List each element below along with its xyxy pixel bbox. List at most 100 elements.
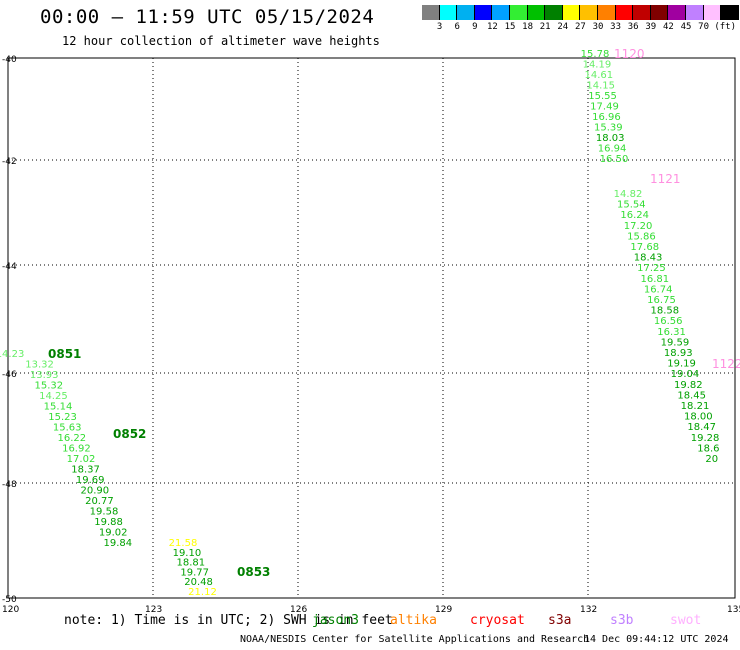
satellite-label: cryosat [470, 613, 525, 628]
wave-height-value: 18.81 [176, 558, 205, 569]
legend-swatch [492, 5, 510, 20]
page-subtitle: 12 hour collection of altimeter wave hei… [62, 34, 380, 48]
lon-label: 132 [580, 605, 597, 615]
legend-swatch [615, 5, 634, 20]
legend-label: 3 [436, 22, 443, 32]
satellite-label: s3b [610, 613, 634, 628]
wave-height-value: 20 [705, 454, 718, 465]
satellite-label: s3a [548, 613, 572, 628]
wave-height-value: 19.58 [90, 507, 119, 518]
wave-height-value: 16.50 [600, 154, 629, 165]
legend-label: 21 [539, 22, 551, 32]
legend-label: 15 [504, 22, 516, 32]
legend-label: (ft) [714, 22, 737, 32]
wave-height-value: 16.92 [62, 444, 91, 455]
wave-height-value: 16.24 [620, 210, 649, 221]
wave-height-value: 17.02 [67, 454, 96, 465]
wave-height-value: 14.19 [583, 60, 612, 71]
satellite-label: swot [670, 613, 702, 628]
map-frame [7, 57, 736, 599]
legend-label: 39 [645, 22, 657, 32]
wave-height-value: 20.90 [80, 486, 109, 497]
wave-height-value: 19.59 [661, 337, 690, 348]
wave-height-value: 18.00 [684, 412, 713, 423]
wave-height-value: 19.02 [99, 528, 128, 539]
legend-label: 42 [662, 22, 674, 32]
wave-height-value: 18.21 [681, 401, 710, 412]
lat-label: -50 [2, 595, 17, 605]
legend-label: 36 [627, 22, 639, 32]
wave-height-value: 20.48 [184, 577, 213, 588]
satellite-label: altika [390, 613, 437, 628]
wave-height-value: 21.12 [188, 587, 217, 598]
pass-time-label: 0853 [237, 565, 270, 579]
wave-height-value: 14.23 [0, 349, 24, 360]
pass-time-label: 0852 [113, 427, 146, 441]
color-legend-labels: 3 6 9 12 15 18 21 24 27 30 33 36 39 42 45 70 (ft) [422, 22, 740, 34]
wave-height-value: 16.96 [592, 112, 621, 123]
legend-swatch [633, 5, 651, 20]
wave-height-value: 20.77 [85, 496, 114, 507]
lat-label: -44 [2, 262, 17, 272]
legend-swatch [562, 5, 581, 20]
wave-height-value: 18.03 [596, 133, 625, 144]
legend-label: 27 [574, 22, 586, 32]
legend-swatch [703, 5, 722, 20]
wave-height-value: 16.56 [654, 316, 683, 327]
footer-credit: NOAA/NESDIS Center for Satellite Applica… [240, 634, 590, 645]
wave-height-value: 19.10 [173, 548, 202, 559]
wave-height-value: 15.78 [581, 49, 610, 60]
wave-height-value: 19.84 [103, 538, 132, 549]
legend-swatch [509, 5, 528, 20]
wave-height-value: 17.20 [624, 221, 653, 232]
pass-time-label: 1120 [614, 47, 645, 61]
footer-timestamp: 14 Dec 09:44:12 UTC 2024 [584, 634, 729, 645]
legend-swatch [721, 5, 739, 20]
wave-height-value: 21.58 [169, 538, 198, 549]
lat-label: -40 [2, 55, 17, 65]
wave-height-value: 18.58 [651, 306, 680, 317]
legend-label: 18 [522, 22, 534, 32]
pass-time-label: 1122 [712, 357, 740, 371]
legend-label: 6 [454, 22, 460, 32]
wave-height-value: 16.74 [644, 284, 673, 295]
legend-swatch [685, 5, 704, 20]
wave-height-value: 19.28 [691, 433, 720, 444]
wave-height-value: 19.77 [180, 567, 209, 578]
lat-label: -42 [2, 157, 17, 167]
page-title: 00:00 – 11:59 UTC 05/15/2024 [40, 6, 375, 28]
wave-height-value: 17.25 [637, 263, 666, 274]
lon-label: 123 [145, 605, 162, 615]
color-legend [422, 5, 739, 21]
lon-label: 129 [435, 605, 452, 615]
wave-height-value: 15.55 [588, 91, 617, 102]
lat-label: -46 [2, 370, 17, 380]
lon-label: 135 [727, 605, 740, 615]
legend-swatch [597, 5, 616, 20]
wave-height-value: 18.47 [687, 422, 716, 433]
wave-height-value: 16.22 [57, 433, 86, 444]
wave-height-value: 15.32 [34, 381, 63, 392]
wave-height-value: 14.25 [39, 391, 68, 402]
legend-swatch [580, 5, 598, 20]
wave-height-value: 13.93 [30, 370, 59, 381]
wave-height-value: 16.75 [647, 295, 676, 306]
legend-swatch [668, 5, 686, 20]
legend-swatch [545, 5, 563, 20]
wave-height-value: 15.63 [53, 423, 82, 434]
wave-height-value: 14.61 [584, 70, 613, 81]
legend-swatch [527, 5, 546, 20]
wave-height-value: 14.15 [586, 81, 615, 92]
pass-time-label: 0851 [48, 347, 81, 361]
wave-height-value: 13.32 [25, 360, 54, 371]
wave-height-value: 18.43 [634, 253, 663, 264]
lat-label: -48 [2, 480, 17, 490]
wave-height-value: 15.86 [627, 231, 656, 242]
wave-height-value: 15.39 [594, 123, 623, 134]
legend-swatch [457, 5, 475, 20]
satellite-label: jason3 [312, 613, 359, 628]
legend-label: 70 [698, 22, 710, 32]
wave-height-value: 16.81 [640, 274, 669, 285]
legend-swatch [650, 5, 669, 20]
